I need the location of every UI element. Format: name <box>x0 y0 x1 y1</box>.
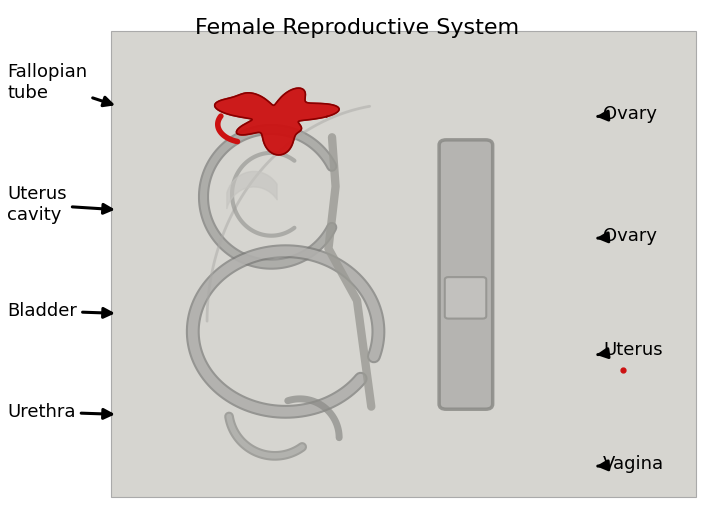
Polygon shape <box>215 88 339 155</box>
Text: Ovary: Ovary <box>598 105 658 123</box>
Text: Female Reproductive System: Female Reproductive System <box>195 18 519 38</box>
Text: Uterus: Uterus <box>598 341 663 358</box>
FancyBboxPatch shape <box>445 277 486 319</box>
Text: Vagina: Vagina <box>598 455 665 472</box>
FancyBboxPatch shape <box>439 140 493 409</box>
FancyBboxPatch shape <box>111 31 696 497</box>
Text: Fallopian
tube: Fallopian tube <box>7 64 112 106</box>
Text: Urethra: Urethra <box>7 403 111 421</box>
Text: Bladder: Bladder <box>7 302 111 320</box>
Text: Uterus
cavity: Uterus cavity <box>7 185 111 224</box>
Text: Ovary: Ovary <box>598 227 658 244</box>
